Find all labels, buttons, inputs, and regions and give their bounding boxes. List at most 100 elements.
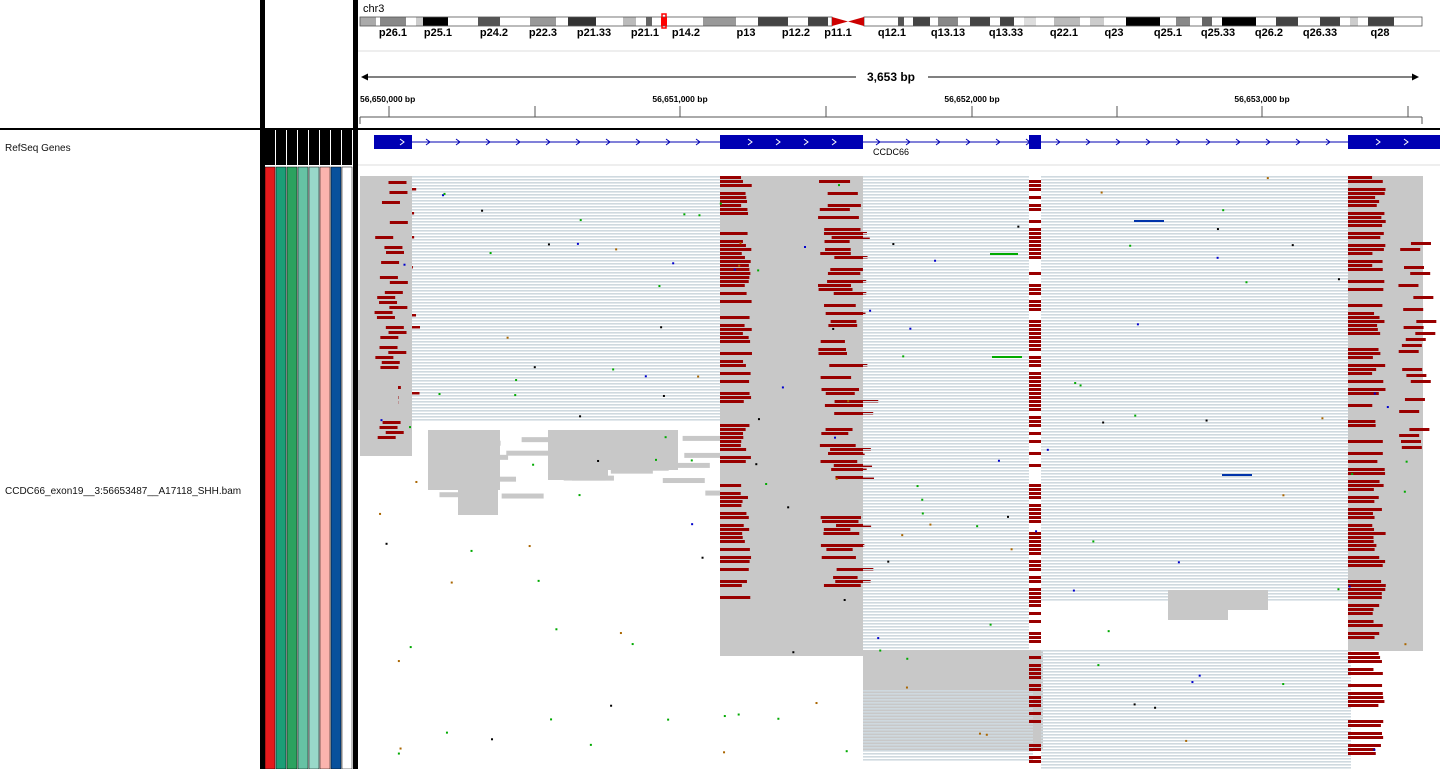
cytoband bbox=[652, 17, 661, 26]
mismatch bbox=[1007, 515, 1010, 518]
split-read bbox=[374, 227, 720, 229]
soft-clip bbox=[828, 452, 865, 455]
soft-clip bbox=[1405, 338, 1426, 341]
refseq-track-name[interactable]: RefSeq Genes bbox=[5, 143, 71, 154]
data-panel[interactable]: CCDC66 bbox=[358, 130, 1440, 769]
split-read bbox=[863, 290, 1029, 292]
soft-clip bbox=[1403, 326, 1424, 329]
split-read bbox=[863, 464, 1029, 466]
mismatch bbox=[576, 242, 579, 245]
split-read bbox=[863, 482, 1029, 484]
chromosome-ideogram[interactable] bbox=[359, 13, 1423, 29]
soft-clip bbox=[1400, 248, 1421, 251]
split-read bbox=[374, 368, 720, 370]
cytoband bbox=[500, 17, 530, 26]
split-read bbox=[1041, 668, 1351, 670]
split-read bbox=[1041, 314, 1348, 316]
panel-divider[interactable] bbox=[260, 0, 265, 769]
split-read bbox=[863, 305, 1029, 307]
mismatch bbox=[691, 523, 694, 526]
split-read bbox=[863, 693, 1033, 695]
soft-clip bbox=[824, 240, 850, 243]
cytoband bbox=[958, 17, 970, 26]
soft-clip bbox=[1029, 240, 1041, 243]
split-read bbox=[863, 278, 1029, 280]
strand-arrow bbox=[1325, 138, 1331, 146]
mismatch bbox=[1222, 209, 1225, 212]
attribute-header-cell bbox=[298, 130, 308, 165]
soft-clip bbox=[1029, 588, 1041, 591]
split-read bbox=[863, 473, 1029, 475]
split-read bbox=[374, 419, 720, 421]
mismatch bbox=[615, 248, 618, 251]
split-read bbox=[1041, 695, 1351, 697]
mismatch bbox=[1348, 585, 1351, 588]
split-read bbox=[1041, 737, 1351, 739]
soft-clip bbox=[1348, 624, 1383, 627]
split-read bbox=[374, 266, 720, 268]
soft-clip bbox=[386, 251, 405, 254]
split-read bbox=[1041, 443, 1348, 445]
mismatch bbox=[555, 628, 558, 631]
soft-clip bbox=[1348, 248, 1384, 251]
split-read bbox=[1041, 659, 1351, 661]
soft-clip bbox=[823, 528, 851, 531]
mismatch bbox=[1185, 739, 1188, 742]
soft-clip bbox=[1401, 446, 1422, 449]
soft-clip bbox=[1029, 400, 1041, 403]
mismatch bbox=[739, 242, 742, 245]
split-read bbox=[1041, 416, 1348, 418]
split-read bbox=[1041, 332, 1348, 334]
ruler[interactable]: 3,653 bp 56,650,000 bp 56,651,000 bp 56,… bbox=[359, 70, 1423, 124]
alignment-track[interactable] bbox=[358, 176, 1437, 769]
soft-clip bbox=[1029, 356, 1041, 359]
split-read bbox=[863, 563, 1029, 565]
mismatch bbox=[397, 660, 400, 663]
split-read bbox=[374, 275, 720, 277]
cytoband bbox=[376, 17, 380, 26]
attribute-cell bbox=[286, 166, 298, 770]
split-read bbox=[374, 293, 720, 295]
cytoband bbox=[423, 17, 448, 26]
soft-clip bbox=[1029, 344, 1041, 347]
cytoband bbox=[568, 17, 596, 26]
split-read bbox=[1041, 584, 1348, 586]
split-read bbox=[1041, 218, 1348, 220]
soft-clip bbox=[833, 464, 873, 467]
mismatch bbox=[738, 264, 741, 267]
split-read bbox=[863, 245, 1029, 247]
soft-clip bbox=[830, 268, 863, 271]
attribute-columns[interactable] bbox=[264, 130, 353, 770]
soft-clip bbox=[827, 204, 861, 207]
soft-clip bbox=[1348, 260, 1383, 263]
split-read bbox=[863, 705, 1033, 707]
cytoband bbox=[1368, 17, 1394, 26]
cytoband bbox=[1340, 17, 1350, 26]
soft-clip bbox=[720, 332, 743, 335]
mismatch bbox=[1154, 706, 1157, 709]
soft-clip bbox=[1348, 392, 1379, 395]
cytoband-label: p26.1 bbox=[379, 27, 407, 39]
soft-clip bbox=[1029, 348, 1041, 351]
soft-clip bbox=[1029, 484, 1041, 487]
split-read bbox=[374, 308, 720, 310]
panel-divider[interactable] bbox=[353, 0, 358, 769]
mismatch bbox=[1133, 703, 1136, 706]
mismatch bbox=[672, 262, 675, 265]
mismatch bbox=[1373, 392, 1376, 395]
split-read bbox=[1041, 398, 1348, 400]
soft-clip bbox=[1029, 632, 1041, 635]
bam-track-name[interactable]: CCDC66_exon19__3:56653487__A17118_SHH.ba… bbox=[5, 486, 242, 497]
refseq-gene-track[interactable] bbox=[374, 135, 1440, 149]
soft-clip bbox=[1406, 374, 1427, 377]
name-panel-header bbox=[0, 0, 260, 128]
soft-clip bbox=[1348, 332, 1381, 335]
strand-arrow bbox=[1055, 138, 1061, 146]
split-read bbox=[374, 245, 720, 247]
cytoband bbox=[1024, 17, 1036, 26]
split-read bbox=[374, 410, 720, 412]
soft-clip bbox=[1348, 564, 1383, 567]
split-read bbox=[863, 359, 1029, 361]
strand-arrow bbox=[425, 138, 431, 146]
split-read bbox=[1041, 305, 1348, 307]
